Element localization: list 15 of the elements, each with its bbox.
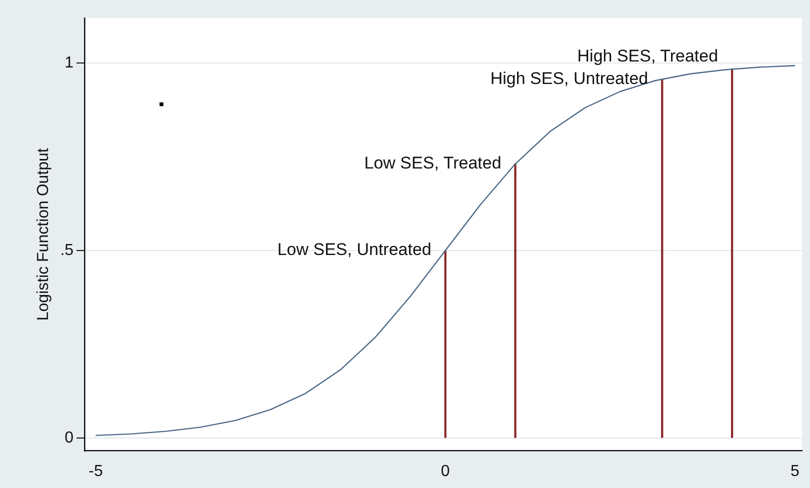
annotation: High SES, Untreated bbox=[490, 68, 648, 88]
x-tick-label: 0 bbox=[440, 462, 450, 480]
annotation: High SES, Treated bbox=[577, 46, 718, 66]
bar bbox=[444, 250, 446, 438]
bar bbox=[661, 78, 664, 438]
y-axis-title: Logistic Function Output bbox=[35, 148, 52, 321]
bar bbox=[514, 164, 516, 438]
x-tick-label: 5 bbox=[790, 462, 800, 480]
annotation: Low SES, Untreated bbox=[277, 240, 432, 260]
y-tick-label: 0 bbox=[64, 429, 74, 446]
y-tick-label: .5 bbox=[60, 242, 74, 259]
annotation: Low SES, Treated bbox=[364, 154, 502, 173]
y-tick-label: 1 bbox=[64, 54, 74, 72]
bar bbox=[730, 68, 734, 438]
x-tick-label: -5 bbox=[88, 462, 103, 480]
